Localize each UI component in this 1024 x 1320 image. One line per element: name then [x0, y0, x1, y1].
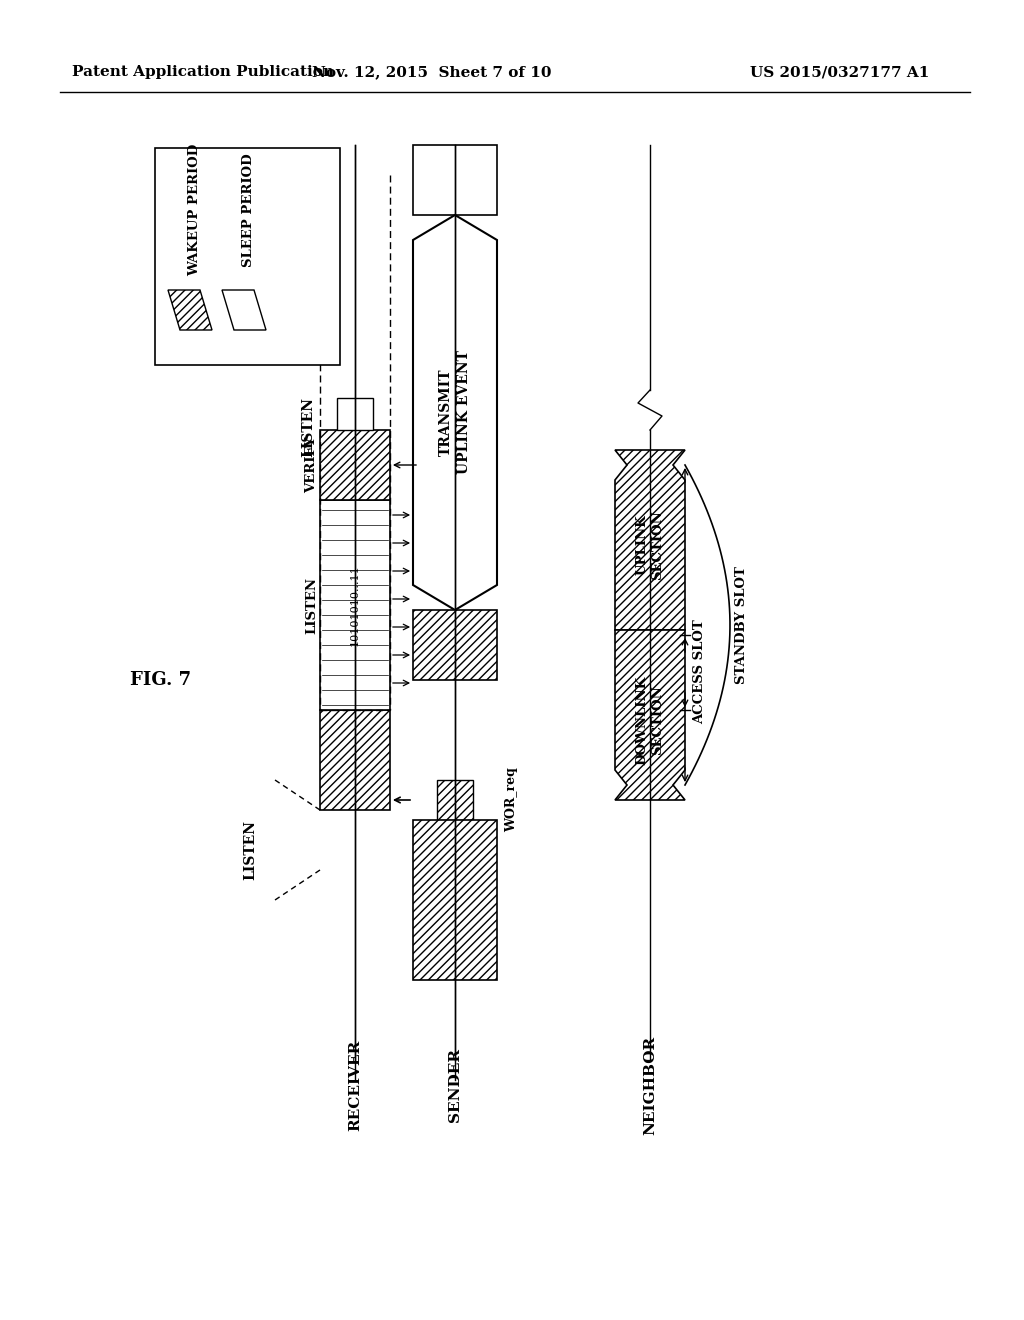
Bar [437, 780, 473, 820]
Text: Patent Application Publication: Patent Application Publication [72, 65, 334, 79]
Bar [155, 148, 340, 366]
Polygon shape [168, 290, 212, 330]
Bar [413, 820, 497, 979]
Text: SENDER: SENDER [449, 1048, 462, 1122]
Text: LISTEN: LISTEN [243, 820, 257, 880]
Text: US 2015/0327177 A1: US 2015/0327177 A1 [750, 65, 930, 79]
Bar [337, 399, 373, 430]
Text: UPLINK
SECTION: UPLINK SECTION [636, 510, 665, 579]
Text: VERIFY: VERIFY [305, 437, 318, 494]
Text: NEIGHBOR: NEIGHBOR [643, 1035, 657, 1135]
Text: 10101010...11: 10101010...11 [350, 564, 360, 645]
Text: RECEIVER: RECEIVER [348, 1039, 362, 1131]
Bar [319, 710, 390, 810]
Polygon shape [615, 630, 685, 800]
Bar [413, 610, 497, 680]
Text: STANDBY SLOT: STANDBY SLOT [735, 566, 748, 684]
Text: LISTEN: LISTEN [305, 577, 318, 634]
Text: LISTEN: LISTEN [301, 397, 315, 457]
Text: SLEEP PERIOD: SLEEP PERIOD [242, 153, 255, 267]
Text: FIG. 7: FIG. 7 [130, 671, 191, 689]
Text: WAKEUP PERIOD: WAKEUP PERIOD [188, 144, 202, 276]
Text: WOR_req: WOR_req [505, 767, 518, 833]
Text: TRANSMIT
UPLINK EVENT: TRANSMIT UPLINK EVENT [439, 350, 471, 474]
Polygon shape [222, 290, 266, 330]
Text: ACCESS SLOT: ACCESS SLOT [693, 619, 706, 725]
Polygon shape [615, 450, 685, 630]
Bar [319, 430, 390, 500]
Bar [319, 500, 390, 710]
Bar [413, 145, 497, 215]
Text: Nov. 12, 2015  Sheet 7 of 10: Nov. 12, 2015 Sheet 7 of 10 [312, 65, 552, 79]
Text: DOWNLINK
SECTION: DOWNLINK SECTION [636, 676, 665, 764]
Polygon shape [413, 215, 497, 610]
